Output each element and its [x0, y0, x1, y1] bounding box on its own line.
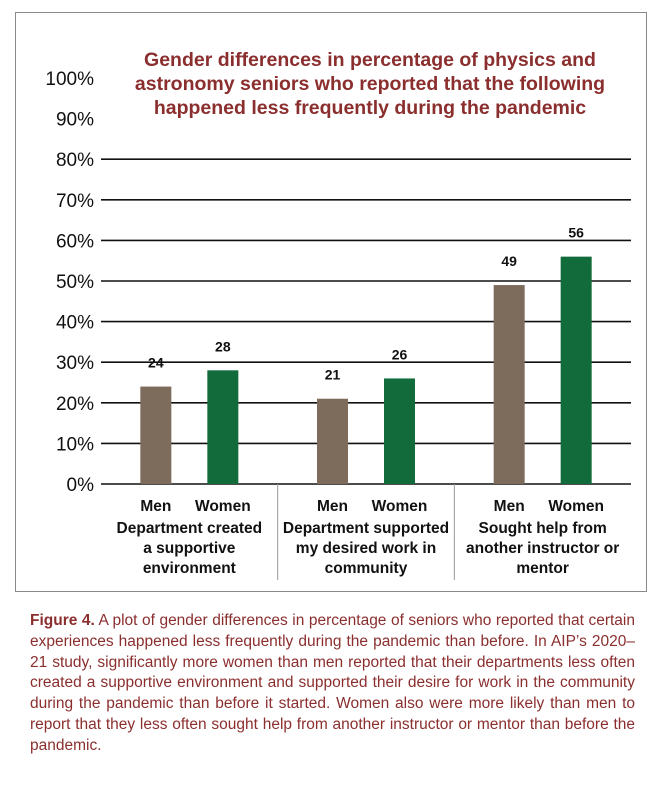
x-series-label: Men	[494, 498, 525, 515]
figure-caption: Figure 4. A plot of gender differences i…	[30, 611, 635, 757]
x-series-label: Men	[317, 498, 348, 515]
figure-caption-text: A plot of gender differences in percenta…	[30, 612, 635, 754]
chart-title-line: happened less frequently during the pand…	[154, 97, 586, 119]
x-category-label: Sought help from	[479, 520, 607, 537]
x-category-label: community	[325, 560, 408, 577]
y-tick-label: 100%	[45, 69, 94, 90]
x-series-label: Men	[140, 498, 171, 515]
x-category-label: Department created	[117, 520, 263, 537]
y-tick-label: 60%	[56, 231, 94, 252]
bar-value-label: 56	[568, 225, 584, 241]
x-category-label: another instructor or	[466, 540, 619, 557]
y-tick-label: 70%	[56, 191, 94, 212]
bar	[140, 386, 172, 484]
bar	[207, 370, 239, 484]
x-category-label: mentor	[516, 560, 569, 577]
bar-value-label: 24	[148, 355, 164, 371]
x-series-label: Women	[548, 498, 604, 515]
bar-value-label: 49	[501, 253, 517, 269]
bar-value-label: 26	[392, 346, 408, 362]
x-category-label: Department supported	[283, 520, 449, 537]
y-tick-label: 30%	[56, 353, 94, 374]
figure-label: Figure 4.	[30, 612, 95, 629]
bar-value-label: 21	[325, 367, 341, 383]
chart: 0% 10% 20% 30% 40% 50% 60% 70% 80% 90% 100% Gender …	[45, 49, 631, 580]
bar	[317, 398, 348, 484]
chart-frame	[15, 12, 647, 592]
x-category-label: environment	[143, 560, 236, 577]
y-tick-label: 10%	[56, 434, 94, 455]
bar	[493, 285, 525, 484]
bar	[384, 378, 415, 484]
x-category-label: my desired work in	[296, 540, 436, 557]
chart-title-line: Gender differences in percentage of phys…	[144, 49, 596, 71]
x-category-label: a supportive	[143, 540, 236, 557]
y-tick-label: 40%	[56, 313, 94, 334]
y-tick-label: 90%	[56, 110, 94, 131]
bar-value-label: 28	[215, 338, 231, 354]
bar	[560, 256, 592, 484]
x-series-label: Women	[372, 498, 428, 515]
y-tick-label: 80%	[56, 150, 94, 171]
chart-title-line: astronomy seniors who reported that the …	[135, 73, 605, 95]
y-tick-label: 50%	[56, 272, 94, 293]
x-series-label: Women	[195, 498, 251, 515]
y-tick-label: 0%	[67, 475, 95, 496]
y-tick-label: 20%	[56, 394, 94, 415]
